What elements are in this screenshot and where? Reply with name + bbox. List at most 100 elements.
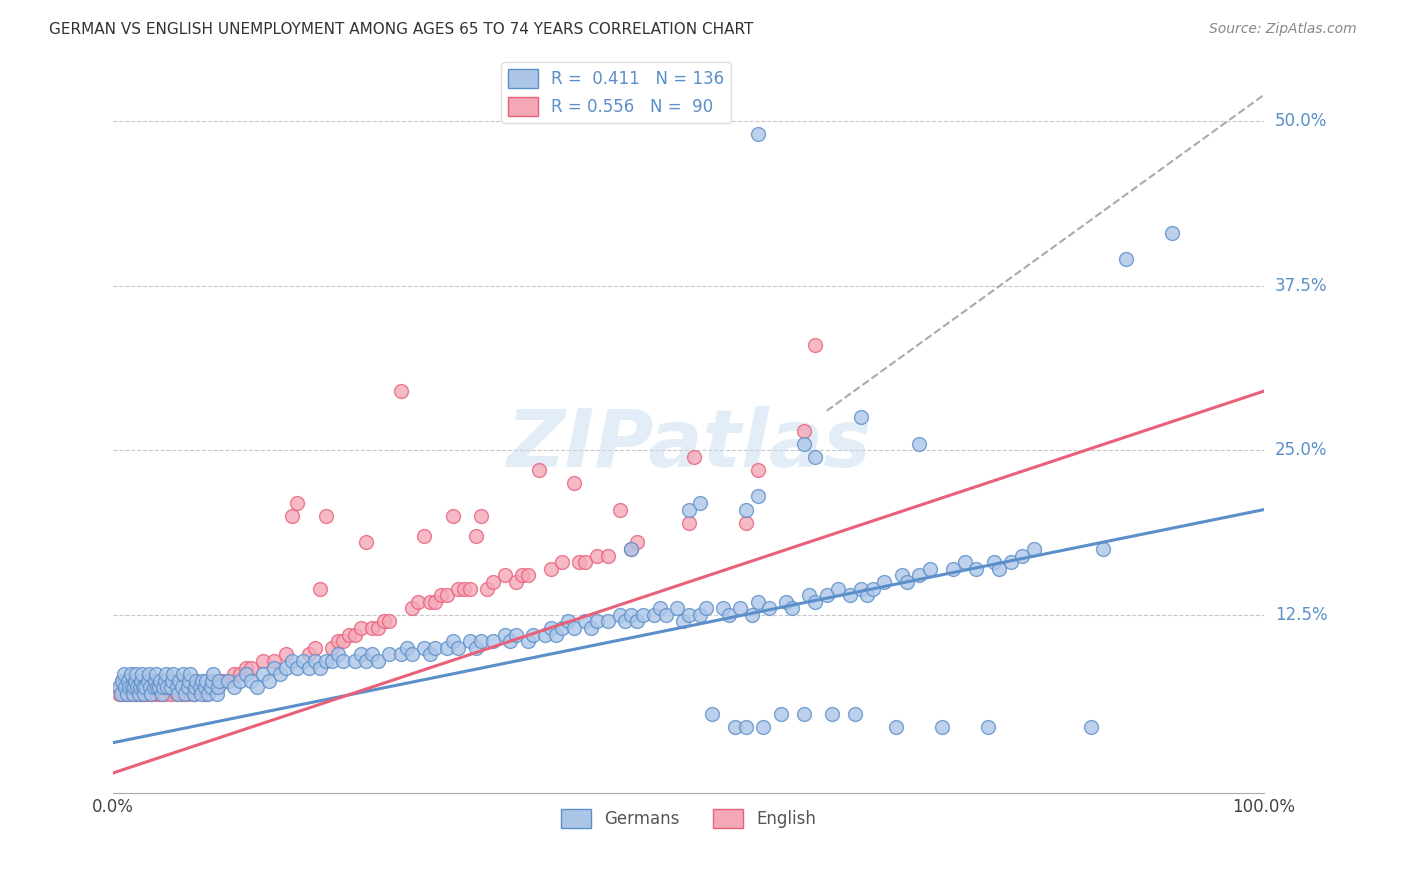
Point <box>115 673 138 688</box>
Point <box>124 681 146 695</box>
Point <box>269 667 291 681</box>
Point <box>907 436 929 450</box>
Point <box>626 535 648 549</box>
Point <box>127 681 149 695</box>
Point <box>562 621 585 635</box>
Point <box>138 681 160 695</box>
Point <box>166 687 188 701</box>
Point <box>229 667 252 681</box>
Point <box>287 660 309 674</box>
Point <box>596 615 619 629</box>
Point <box>208 673 231 688</box>
Point <box>205 681 228 695</box>
Point <box>167 673 190 688</box>
Point <box>326 648 349 662</box>
Point <box>121 681 143 695</box>
Point <box>747 128 769 142</box>
Point <box>153 673 176 688</box>
Point <box>499 634 522 648</box>
Point <box>201 673 224 688</box>
Point <box>689 607 711 622</box>
Point <box>401 601 423 615</box>
Point <box>332 634 354 648</box>
Point <box>356 654 378 668</box>
Point <box>191 673 214 688</box>
Point <box>156 673 179 688</box>
Point <box>179 673 201 688</box>
Point <box>494 568 516 582</box>
Point <box>579 621 602 635</box>
Point <box>683 450 706 464</box>
Point <box>1080 720 1102 734</box>
Point <box>134 687 156 701</box>
Point <box>920 562 942 576</box>
Point <box>419 595 441 609</box>
Point <box>953 555 976 569</box>
Point <box>139 681 162 695</box>
Point <box>551 621 574 635</box>
Point <box>389 648 412 662</box>
Point <box>689 496 711 510</box>
Point <box>200 681 222 695</box>
Point <box>851 582 873 596</box>
Point <box>510 568 533 582</box>
Point <box>114 681 136 695</box>
Point <box>1000 555 1022 569</box>
Point <box>977 720 1000 734</box>
Point <box>240 660 263 674</box>
Point <box>125 673 148 688</box>
Point <box>804 338 827 352</box>
Point <box>132 681 155 695</box>
Point <box>406 595 429 609</box>
Point <box>280 654 302 668</box>
Point <box>425 595 447 609</box>
Point <box>177 681 200 695</box>
Point <box>700 706 723 721</box>
Point <box>315 654 337 668</box>
Point <box>222 667 245 681</box>
Point <box>965 562 987 576</box>
Point <box>343 654 366 668</box>
Point <box>551 555 574 569</box>
Point <box>142 681 165 695</box>
Point <box>516 568 538 582</box>
Point <box>477 582 499 596</box>
Point <box>135 673 157 688</box>
Point <box>793 706 815 721</box>
Point <box>274 648 297 662</box>
Point <box>458 634 481 648</box>
Point <box>292 654 315 668</box>
Point <box>252 654 274 668</box>
Point <box>173 673 195 688</box>
Point <box>112 687 135 701</box>
Point <box>280 509 302 524</box>
Point <box>527 463 550 477</box>
Point <box>184 673 207 688</box>
Point <box>862 582 884 596</box>
Point <box>184 681 207 695</box>
Point <box>252 667 274 681</box>
Point <box>574 615 596 629</box>
Point <box>436 640 458 655</box>
Point <box>128 687 150 701</box>
Point <box>735 502 758 516</box>
Point <box>145 687 167 701</box>
Point <box>350 621 373 635</box>
Point <box>827 582 849 596</box>
Point <box>229 673 252 688</box>
Point <box>413 640 436 655</box>
Point <box>856 588 879 602</box>
Point <box>183 687 205 701</box>
Point <box>155 681 177 695</box>
Point <box>626 615 648 629</box>
Point <box>184 673 207 688</box>
Point <box>173 687 195 701</box>
Point <box>620 542 643 557</box>
Point <box>177 687 200 701</box>
Point <box>146 681 169 695</box>
Point <box>143 673 166 688</box>
Point <box>620 607 643 622</box>
Point <box>131 667 153 681</box>
Point <box>464 640 486 655</box>
Point <box>482 634 505 648</box>
